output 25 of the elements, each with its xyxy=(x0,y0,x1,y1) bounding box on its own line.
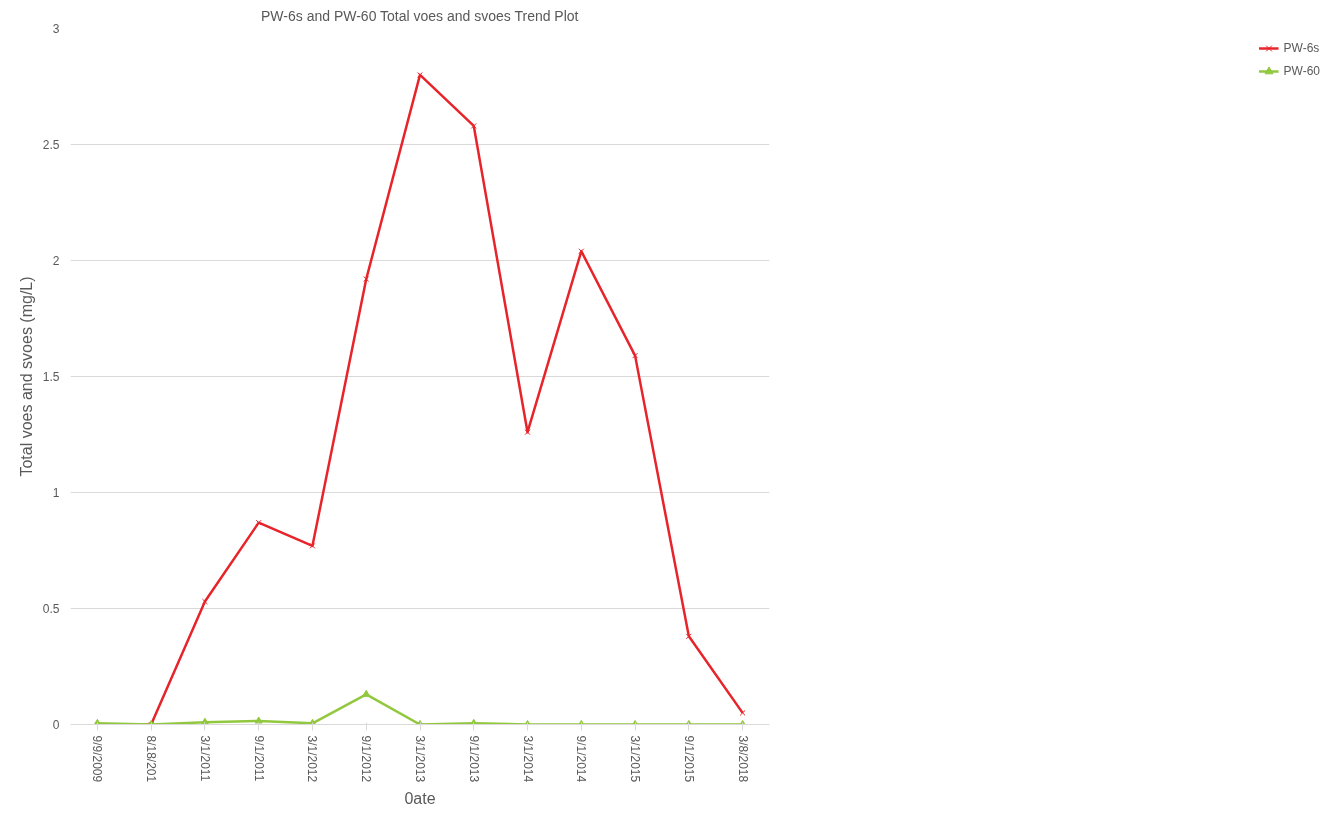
chart-title: PW-6s and PW-60 Total voes and svoes Trend Plot xyxy=(261,7,579,24)
y-axis-title: Total voes and svoes (mg/L) xyxy=(17,276,35,477)
x-tick-label: 3/1/2012 xyxy=(305,735,320,783)
legend-label: PW-60 xyxy=(1283,64,1320,78)
y-tick-label: 2 xyxy=(52,254,60,268)
y-tick-label: 0 xyxy=(52,718,60,732)
legend-label: PW-6s xyxy=(1283,41,1320,55)
x-tick-label: 3/1/2013 xyxy=(413,735,427,783)
x-tick-label: 9/1/2014 xyxy=(574,735,589,783)
x-tick-label: 9/1/2015 xyxy=(681,735,696,783)
x-tick-label: 3/8/2018 xyxy=(735,735,750,783)
x-tick-label: 8/18/201 xyxy=(144,735,159,783)
x-tick-label: 9/1/2013 xyxy=(466,735,481,783)
x-tick-label: 9/1/2012 xyxy=(359,735,374,783)
x-tick-label: 9/9/2009 xyxy=(90,735,105,783)
x-axis-title: 0ate xyxy=(404,790,436,808)
y-tick-label: 1 xyxy=(52,486,60,500)
x-tick-label: 3/1/2015 xyxy=(628,735,643,783)
y-tick-label: 0.5 xyxy=(42,602,60,616)
x-tick-label: 3/1/2014 xyxy=(520,735,535,783)
x-tick-label: 3/1/2011 xyxy=(197,735,212,782)
y-tick-label: 1.5 xyxy=(42,370,60,384)
x-tick-label: 9/1/2011 xyxy=(251,735,266,782)
y-tick-label: 2.5 xyxy=(42,138,60,152)
y-tick-label: 3 xyxy=(52,22,60,36)
